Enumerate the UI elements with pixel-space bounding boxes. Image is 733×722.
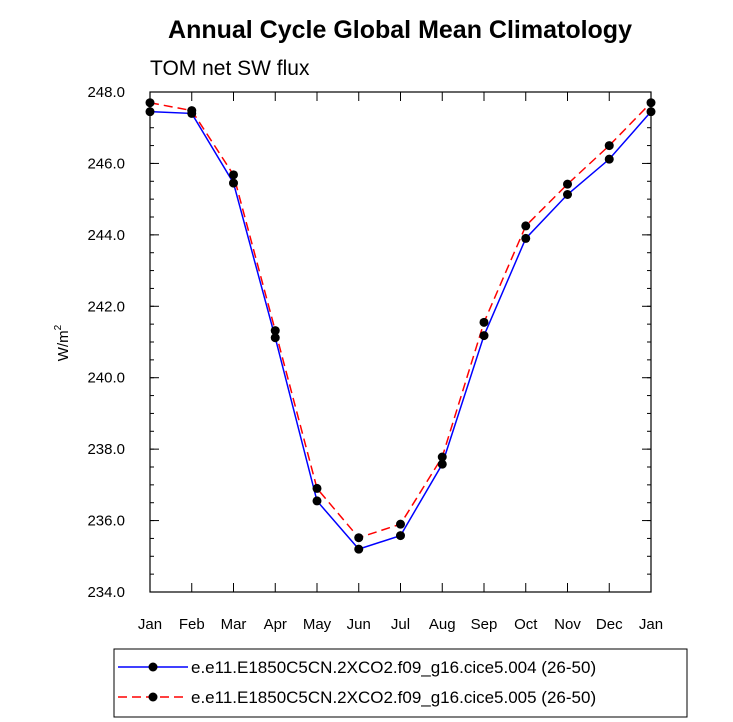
- x-tick-label: Jun: [347, 616, 371, 633]
- series-1-point: [396, 531, 405, 541]
- x-tick-label: Jul: [391, 616, 410, 633]
- y-tick-label: 246.0: [87, 155, 125, 172]
- legend-label-2: e.e11.E1850C5CN.2XCO2.f09_g16.cice5.005 …: [191, 688, 596, 707]
- series-1-point: [270, 333, 280, 343]
- legend-box: [113, 648, 688, 718]
- series-2-point: [187, 106, 197, 116]
- series-2-point: [437, 452, 447, 462]
- series-2-point: [604, 141, 614, 151]
- x-tick-label: Jan: [138, 616, 162, 633]
- series-layer: [145, 98, 656, 554]
- series-2-point: [521, 221, 531, 231]
- y-tick-label: 234.0: [87, 584, 125, 601]
- legend-marker-1: [148, 662, 158, 672]
- series-1-point: [145, 107, 155, 117]
- y-tick-label: 244.0: [87, 227, 125, 244]
- series-2-point: [646, 98, 656, 108]
- series-2-point: [229, 170, 238, 180]
- y-tick-label: 248.0: [87, 84, 125, 101]
- y-axis-label: W/m2: [53, 324, 72, 361]
- y-tick-label: 238.0: [87, 441, 125, 458]
- series-1-point: [437, 459, 447, 469]
- legend-label-1: e.e11.E1850C5CN.2XCO2.f09_g16.cice5.004 …: [191, 658, 596, 677]
- y-axis-label-unit: W/m: [55, 330, 72, 361]
- y-axis-label-exponent: 2: [53, 324, 64, 330]
- series-2-point: [145, 98, 155, 108]
- x-tick-label: Jan: [639, 616, 663, 633]
- series-2-point: [354, 533, 364, 543]
- series-1-point: [563, 190, 572, 199]
- y-tick-label: 240.0: [87, 370, 125, 387]
- y-tick-label: 236.0: [87, 513, 125, 530]
- plot-frame: [149, 91, 652, 593]
- series-2-point: [312, 483, 322, 493]
- legend-marker-2: [148, 692, 158, 702]
- series-1-point: [354, 544, 364, 554]
- x-tick-label: Nov: [554, 616, 581, 633]
- legend: e.e11.E1850C5CN.2XCO2.f09_g16.cice5.004 …: [113, 648, 688, 718]
- x-tick-label: Oct: [514, 616, 538, 633]
- y-axis: 234.0 236.0 238.0 240.0 242.0 244.0 246.0 248.0: [87, 84, 651, 601]
- series-1-point: [521, 233, 531, 243]
- x-tick-label: Feb: [179, 616, 205, 633]
- series-line-1: [149, 110, 652, 551]
- series-1-point: [479, 331, 489, 341]
- series-1-point: [312, 496, 322, 506]
- series-2-point: [396, 519, 405, 529]
- x-tick-label: Dec: [596, 616, 623, 633]
- series-2-point: [563, 179, 572, 189]
- x-tick-label: Apr: [264, 616, 287, 633]
- series-2-point: [270, 326, 280, 336]
- x-tick-label: May: [303, 616, 332, 633]
- x-axis: Jan Feb Mar Apr May Jun Jul Aug Sep Oct Nov Dec Jan: [138, 92, 663, 633]
- chart-title: Annual Cycle Global Mean Climatology: [168, 16, 632, 44]
- chart-subtitle: TOM net SW flux: [150, 57, 310, 80]
- x-tick-label: Sep: [471, 616, 498, 633]
- y-tick-label: 242.0: [87, 298, 125, 315]
- x-tick-label: Mar: [221, 616, 247, 633]
- series-1-point: [646, 107, 656, 117]
- x-tick-label: Aug: [429, 616, 456, 633]
- series-1-point: [604, 154, 614, 164]
- series-2-point: [479, 317, 489, 327]
- series-1-point: [229, 178, 238, 188]
